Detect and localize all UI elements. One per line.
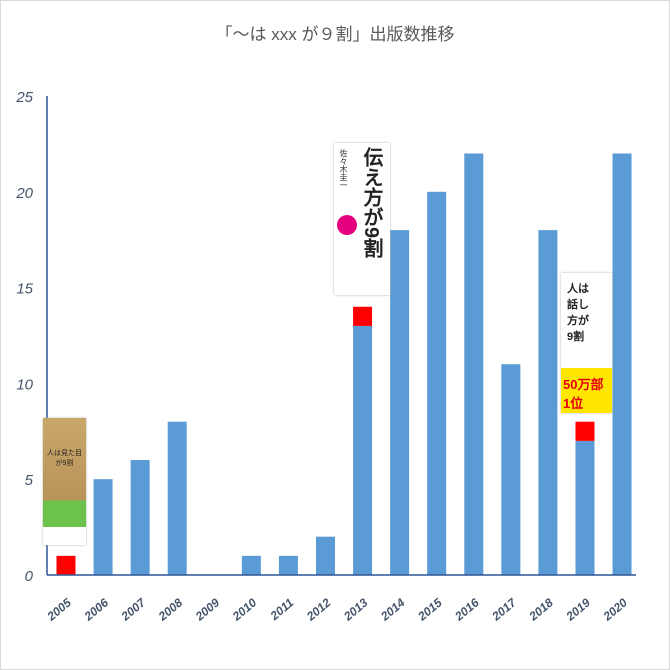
x-tick-label: 2005 bbox=[44, 595, 74, 624]
x-tick-label: 2019 bbox=[563, 595, 593, 624]
bar-2012-series-0 bbox=[315, 536, 335, 575]
y-tick-label: 15 bbox=[16, 281, 33, 298]
bar-2019-series-0 bbox=[575, 440, 595, 575]
x-tick-label: 2007 bbox=[118, 595, 149, 624]
bar-2011-series-0 bbox=[278, 555, 298, 575]
x-tick-label: 2013 bbox=[340, 595, 370, 624]
book-title: 人は見た目が9割 bbox=[47, 450, 82, 467]
bar-2014-series-0 bbox=[390, 230, 410, 575]
bar-2019-series-1 bbox=[575, 421, 595, 441]
bar-2006-series-0 bbox=[93, 479, 113, 575]
book-author: 佐々木圭一 bbox=[339, 149, 348, 189]
bar-2018-series-0 bbox=[538, 230, 558, 575]
bar-2020-series-0 bbox=[612, 153, 632, 576]
book-cover-2013: 伝え方が9割 佐々木圭一 bbox=[334, 143, 390, 295]
book-cover-2005: 人は見た目が9割 bbox=[43, 418, 86, 545]
bar-2010-series-0 bbox=[241, 555, 261, 575]
bar-2015-series-0 bbox=[427, 191, 447, 576]
book-title: 伝え方が9割 bbox=[360, 147, 382, 259]
bar-2008-series-0 bbox=[167, 421, 187, 575]
x-tick-label: 2018 bbox=[526, 595, 556, 624]
x-tick-label: 2008 bbox=[155, 595, 185, 624]
y-tick-label: 20 bbox=[15, 185, 33, 202]
y-tick-label: 10 bbox=[16, 376, 33, 393]
x-tick-label: 2012 bbox=[303, 595, 333, 624]
x-tick-label: 2009 bbox=[192, 595, 222, 624]
book-badge: 50万部 1位 bbox=[563, 377, 604, 411]
y-tick-label: 25 bbox=[15, 89, 33, 106]
x-tick-label: 2020 bbox=[600, 595, 630, 624]
book-cover-2019: 人は話し方が9割 50万部 1位 bbox=[561, 273, 612, 413]
bar-2007-series-0 bbox=[130, 460, 150, 575]
x-tick-label: 2011 bbox=[267, 595, 297, 623]
bar-2017-series-0 bbox=[501, 364, 521, 575]
x-tick-label: 2016 bbox=[451, 595, 481, 624]
x-tick-label: 2006 bbox=[81, 595, 111, 624]
x-tick-label: 2017 bbox=[489, 595, 520, 624]
x-tick-label: 2015 bbox=[414, 595, 444, 624]
chart-title: 「～は xxx が９割」出版数推移 bbox=[215, 25, 455, 44]
bar-2013-series-0 bbox=[353, 325, 373, 575]
bar-2005-series-1 bbox=[56, 555, 76, 575]
x-tick-label: 2010 bbox=[229, 595, 259, 624]
bar-2013-series-1 bbox=[353, 306, 373, 326]
x-tick-label: 2014 bbox=[377, 595, 407, 624]
bar-2016-series-0 bbox=[464, 153, 484, 576]
y-tick-label: 5 bbox=[25, 472, 34, 489]
book-title: 人は話し方が9割 bbox=[567, 283, 589, 343]
y-tick-label: 0 bbox=[25, 568, 34, 585]
